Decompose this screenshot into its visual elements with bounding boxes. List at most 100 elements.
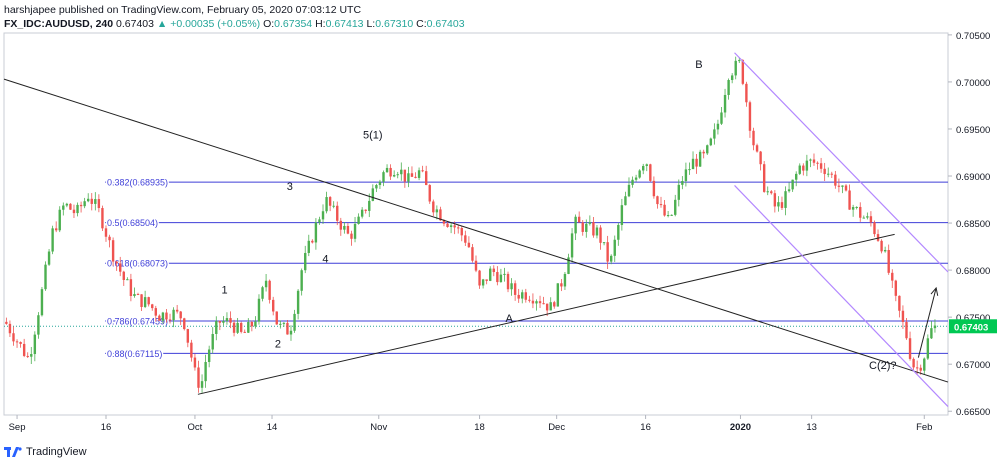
candle-body [894,280,898,296]
candle-body [617,224,620,240]
fib-level-label: 0.88(0.67115) [107,349,162,359]
candle-body [336,205,339,221]
channel-line [734,52,949,273]
candle-body [485,279,488,281]
candle-body [37,315,40,335]
candle-body [492,268,495,273]
candle-body [481,279,485,286]
candle-body [457,227,460,229]
candle-body [652,180,656,197]
candle-body [816,162,819,164]
open-value: 0.67354 [274,18,313,30]
plot-frame [3,32,949,416]
candle-body [720,112,723,124]
trendline-down [3,78,949,383]
candle-body [385,167,389,173]
candle-body [588,222,592,224]
candle-body [631,179,634,185]
fib-level-label: 0.5(0.68504) [107,218,158,228]
y-tick-label: 0.70000 [956,78,990,89]
candle-body [851,207,855,210]
candle-body [72,209,76,214]
candle-body [183,318,186,330]
candle-body [449,225,453,228]
x-tick-label: 16 [101,422,112,433]
candle-body [770,191,773,194]
low-label: L: [366,18,376,30]
candle-body [360,209,364,217]
candle-body [378,181,382,186]
candle-body [268,280,271,300]
candle-body [905,321,908,339]
candle-body [602,242,606,244]
candle-body [314,222,318,243]
candle-body [446,223,449,228]
candle-body [190,342,193,358]
candle-body [805,160,809,171]
y-tick-label: 0.68000 [956,266,990,277]
candle-body [659,204,663,206]
candle-body [407,173,410,182]
candle-body [755,145,759,152]
candle-body [798,165,801,174]
candle-body [115,261,118,264]
candle-body [915,367,919,369]
up-triangle-icon: ▲ [156,18,168,30]
candle-body [30,354,33,357]
candle-body [328,197,332,206]
candle-body [752,130,755,146]
candle-body [168,319,172,321]
candle-body [83,201,86,207]
candle-body [307,240,310,253]
candle-body [524,292,528,300]
candle-body [670,214,673,216]
fib-level-label: 0.786(0.67459) [107,317,168,327]
candle-body [666,215,670,217]
candle-body [503,273,506,275]
symbol-line: FX_IDC:AUDUSD, 240 0.67403 ▲ +0.00035 (+… [4,17,465,31]
candle-body [364,209,367,211]
candle-body [165,312,168,320]
candle-body [247,321,250,333]
x-tick-label: 14 [267,422,278,433]
candle-body [154,308,157,316]
candle-body [371,188,375,201]
candle-body [684,169,688,182]
candle-body [908,338,912,359]
candle-body [272,299,275,312]
candle-body [243,331,246,333]
candle-body [193,357,197,368]
last-price: 0.67403 [116,18,154,30]
candle-body [8,323,12,334]
candle-body [204,361,207,382]
x-tick-label: 16 [640,422,651,433]
candle-body [723,94,727,113]
candle-body [513,283,517,295]
candle-body [339,220,343,230]
brand-name[interactable]: TradingView [26,446,87,458]
candle-body [229,318,232,323]
candle-body [215,321,218,334]
candle-body [649,164,652,181]
candle-body [76,204,79,214]
candle-body [656,196,659,205]
high-label: H: [315,18,326,30]
price-change: +0.00035 (+0.05%) [170,18,261,30]
candle-body [823,168,826,175]
candle-body [702,151,705,154]
candle-body [841,185,844,187]
wave-label: 4 [322,254,328,266]
candle-body [499,274,503,283]
candle-body [577,216,581,223]
candle-body [232,322,236,333]
candle-body [211,333,214,350]
candle-body [40,289,44,316]
fib-level-label: 0.618(0.68073) [107,259,168,269]
candle-body [574,216,577,234]
candle-body [33,334,37,355]
x-tick-label: Sep [9,422,26,433]
candle-body [396,174,399,176]
candle-body [926,338,930,359]
candle-body [257,298,261,322]
